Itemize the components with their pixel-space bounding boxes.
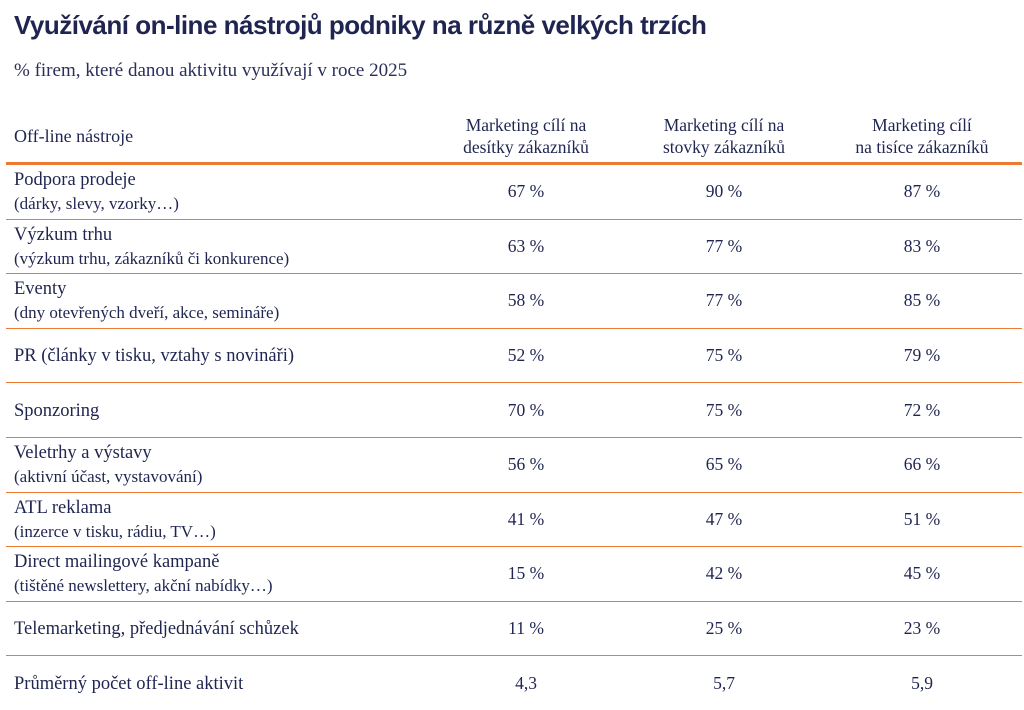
- value-tisice: 23 %: [822, 601, 1022, 657]
- row-label-main: Výzkum trhu: [14, 224, 113, 245]
- value-desitky: 52 %: [426, 328, 626, 384]
- value-desitky: 63 %: [426, 219, 626, 275]
- row-label: Veletrhy a výstavy (aktivní účast, vysta…: [6, 437, 426, 493]
- value-desitky: 58 %: [426, 273, 626, 329]
- row-label: Výzkum trhu (výzkum trhu, zákazníků či k…: [6, 219, 426, 275]
- row-label-main: Direct mailingové kampaně: [14, 552, 220, 573]
- value-desitky: 67 %: [426, 163, 626, 220]
- row-label-sub: (dny otevřených dveří, akce, semináře): [14, 303, 280, 323]
- value-stovky: 47 %: [626, 492, 822, 548]
- average-row: Průměrný počet off-line aktivit 4,3 5,7 …: [6, 656, 1022, 710]
- header-col-stovky: Marketing cílí na stovky zákazníků: [626, 110, 822, 165]
- header-label: Off-line nástroje: [6, 110, 426, 165]
- value-tisice: 83 %: [822, 219, 1022, 275]
- value-tisice: 51 %: [822, 492, 1022, 548]
- table-row: Eventy (dny otevřených dveří, akce, semi…: [6, 273, 1022, 329]
- value-stovky: 75 %: [626, 328, 822, 384]
- row-label-main: Sponzoring: [14, 400, 100, 421]
- header-col-tisice: Marketing cílí na tisíce zákazníků: [822, 110, 1022, 165]
- row-label-main: Telemarketing, předjednávání schůzek: [14, 619, 299, 640]
- table-row: Sponzoring 70 % 75 % 72 %: [6, 382, 1022, 438]
- table-row: Výzkum trhu (výzkum trhu, zákazníků či k…: [6, 219, 1022, 275]
- row-label: Podpora prodeje (dárky, slevy, vzorky…): [6, 163, 426, 220]
- row-label-main: Veletrhy a výstavy: [14, 443, 152, 464]
- average-label: Průměrný počet off-line aktivit: [6, 656, 426, 710]
- header-col-desitky-line2: desítky zákazníků: [463, 137, 589, 157]
- table-row: PR (články v tisku, vztahy s novináři) 5…: [6, 328, 1022, 384]
- value-desitky: 41 %: [426, 492, 626, 548]
- row-label-sub: (výzkum trhu, zákazníků či konkurence): [14, 248, 290, 268]
- average-desitky: 4,3: [515, 672, 537, 693]
- average-stovky: 5,7: [713, 672, 735, 693]
- value-tisice: 85 %: [822, 273, 1022, 329]
- value-stovky: 42 %: [626, 546, 822, 602]
- value-stovky: 75 %: [626, 382, 822, 438]
- value-desitky: 56 %: [426, 437, 626, 493]
- row-label: Sponzoring: [6, 382, 426, 438]
- value-stovky: 90 %: [626, 163, 822, 220]
- row-label: Direct mailingové kampaně (tištěné newsl…: [6, 546, 426, 602]
- row-label-main: PR (články v tisku, vztahy s novináři): [14, 346, 295, 367]
- row-label-sub: (aktivní účast, vystavování): [14, 467, 203, 487]
- value-stovky: 77 %: [626, 219, 822, 275]
- row-label: Telemarketing, předjednávání schůzek: [6, 601, 426, 657]
- average-tisice: 5,9: [911, 672, 933, 693]
- value-desitky: 15 %: [426, 546, 626, 602]
- data-table: Off-line nástroje Marketing cílí na desí…: [6, 110, 1022, 710]
- average-label-text: Průměrný počet off-line aktivit: [14, 673, 244, 694]
- row-label: Eventy (dny otevřených dveří, akce, semi…: [6, 273, 426, 329]
- row-label-sub: (tištěné newslettery, akční nabídky…): [14, 576, 273, 596]
- header-col-desitky-line1: Marketing cílí na: [465, 115, 587, 135]
- header-col-desitky: Marketing cílí na desítky zákazníků: [426, 110, 626, 165]
- table-row: Direct mailingové kampaně (tištěné newsl…: [6, 546, 1022, 602]
- row-label-main: Eventy: [14, 279, 67, 300]
- table-row: ATL reklama (inzerce v tisku, rádiu, TV……: [6, 492, 1022, 548]
- row-label-sub: (dárky, slevy, vzorky…): [14, 194, 179, 214]
- row-label-main: Podpora prodeje: [14, 170, 136, 191]
- value-desitky: 70 %: [426, 382, 626, 438]
- value-stovky: 77 %: [626, 273, 822, 329]
- row-label-sub: (inzerce v tisku, rádiu, TV…): [14, 521, 216, 541]
- value-tisice: 79 %: [822, 328, 1022, 384]
- row-label: PR (články v tisku, vztahy s novináři): [6, 328, 426, 384]
- header-col-tisice-line2: na tisíce zákazníků: [855, 137, 989, 157]
- value-tisice: 72 %: [822, 382, 1022, 438]
- row-label-main: ATL reklama: [14, 497, 112, 518]
- row-label: ATL reklama (inzerce v tisku, rádiu, TV……: [6, 492, 426, 548]
- header-col-stovky-line2: stovky zákazníků: [663, 137, 785, 157]
- value-desitky: 11 %: [426, 601, 626, 657]
- value-tisice: 87 %: [822, 163, 1022, 220]
- table-row: Veletrhy a výstavy (aktivní účast, vysta…: [6, 437, 1022, 493]
- value-tisice: 45 %: [822, 546, 1022, 602]
- table-row: Podpora prodeje (dárky, slevy, vzorky…) …: [6, 163, 1022, 220]
- value-tisice: 66 %: [822, 437, 1022, 493]
- value-stovky: 25 %: [626, 601, 822, 657]
- page-title: Využívání on-line nástrojů podniky na rů…: [14, 10, 707, 40]
- header-col-tisice-line1: Marketing cílí: [872, 115, 972, 135]
- value-stovky: 65 %: [626, 437, 822, 493]
- table-header-row: Off-line nástroje Marketing cílí na desí…: [6, 110, 1022, 165]
- table-row: Telemarketing, předjednávání schůzek 11 …: [6, 601, 1022, 657]
- header-col-stovky-line1: Marketing cílí na: [663, 115, 785, 135]
- page-subtitle: % firem, které danou aktivitu využívají …: [14, 60, 408, 81]
